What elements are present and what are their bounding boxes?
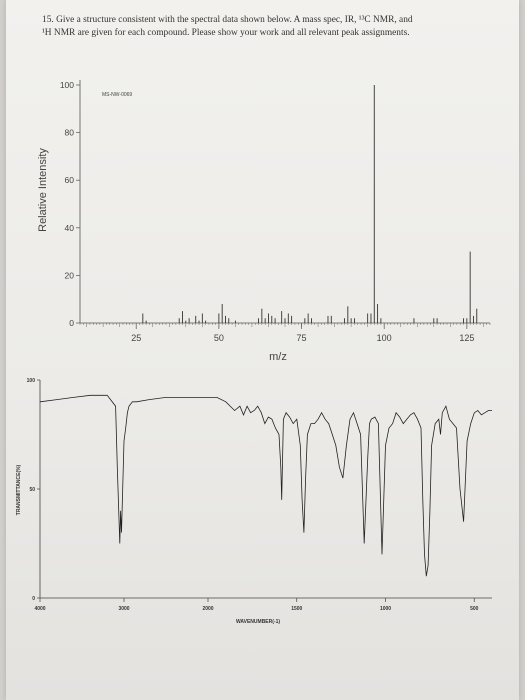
worksheet-page [6,0,519,700]
ir-axes: 4000 3000 2000 1500 1000 500 0 50 100 [27,378,492,612]
ms-y-tick-label: 20 [65,270,75,280]
ms-y-tick-label: 0 [69,318,74,328]
question-line-1: 15. Give a structure consistent with the… [42,15,413,25]
ir-xlabel: WAVENUMBER(-1) [236,619,280,625]
ms-x-tick-label: 100 [377,333,392,343]
ms-id-label: MS-NW-0069 [102,92,132,98]
ir-y-tick-label: 50 [29,487,35,493]
ms-y-tick-label: 80 [65,128,75,138]
question-text: 15. Give a structure consistent with the… [42,14,512,39]
ir-x-tick-label: 1500 [291,606,302,612]
ir-y-tick-label: 0 [32,596,35,602]
ir-x-tick-label: 1000 [380,606,391,612]
ir-trace [39,394,492,577]
ms-y-tick-label: 60 [65,175,75,185]
ms-x-tick-label: 125 [459,333,474,343]
ms-peaks [142,85,478,323]
ms-x-tick-label: 25 [131,333,141,343]
question-line-2: ¹H NMR are given for each compound. Plea… [42,27,410,38]
ir-x-tick-label: 500 [470,606,479,612]
ms-x-tick-label: 75 [297,333,307,343]
ms-ylabel: Relative Intensity [37,148,49,232]
ms-y-tick-label: 100 [60,80,74,90]
ir-ylabel: TRANSMITTANCE(%) [16,464,22,515]
ms-xlabel: m/z [269,351,287,363]
ir-x-tick-label: 4000 [34,606,45,612]
ir-x-tick-label: 3000 [118,606,129,612]
ms-x-tick-label: 50 [214,333,224,343]
ir-x-tick-label: 2000 [202,606,213,612]
ms-y-tick-label: 40 [65,223,75,233]
ir-y-tick-label: 100 [27,378,36,384]
